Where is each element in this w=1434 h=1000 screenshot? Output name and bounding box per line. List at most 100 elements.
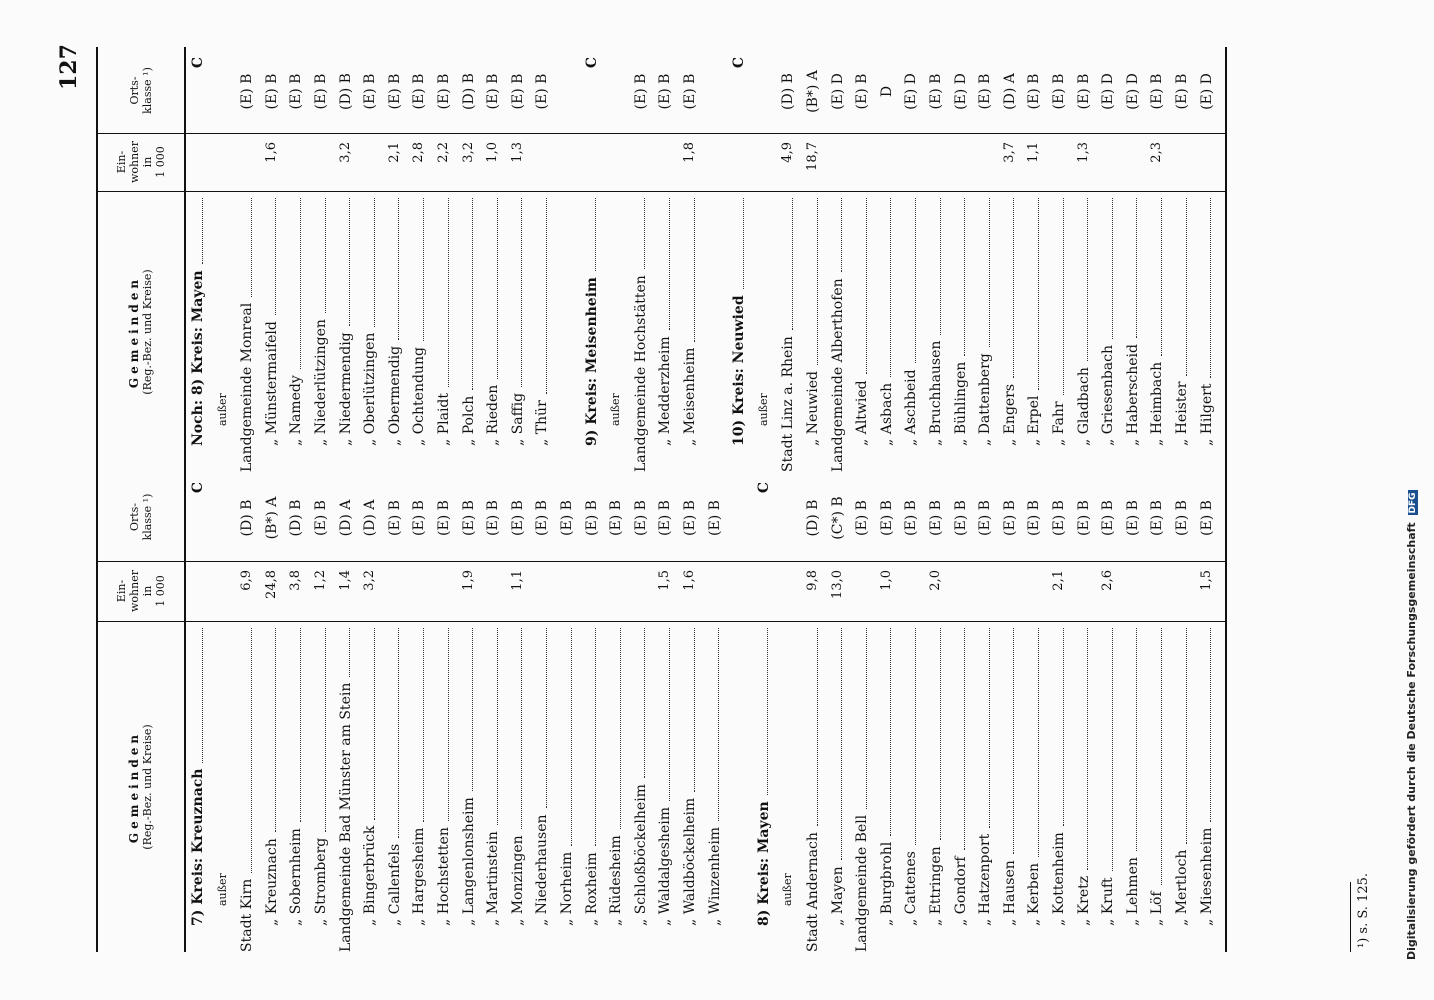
population-cell: 1,3 [1075,142,1091,163]
ortsklasse-cell: (E) B [509,73,526,110]
population-cell [1121,562,1145,622]
table-row: „ Bingerbrück 3,2 (D) A [358,472,382,952]
table-row: außer [604,47,628,472]
population-cell [949,134,973,192]
table-row: „ Callenfels (E) B [383,472,407,952]
place-name-cell: Landgemeinde Alberthofen [826,192,850,472]
place-name: „ Sobernheim [288,828,305,926]
place-name-cell: „ Kottenheim [1047,622,1071,952]
place-name-cell: „ Lehmen [1121,622,1145,952]
dot-leader [521,628,523,830]
dot-leader [939,628,941,841]
population-cell [358,134,382,192]
dot-leader [644,628,646,779]
dot-leader [1062,198,1064,396]
place-name-cell: „ Bühlingen [949,192,973,472]
population-cell: 6,9 [239,570,255,591]
population-cell: 1,3 [509,142,525,163]
ortsklasse-cell: C [731,57,748,69]
ortsklasse-cell: (E) B [1100,500,1117,536]
table-row: „ Asbach D [875,47,899,472]
ortsklasse-cell: (E) B [903,500,920,536]
dot-leader [570,628,572,846]
place-name-cell: „ Langenlonsheim [457,622,481,952]
table-row: „ Oberlützingen (E) B [358,47,382,472]
dot-leader [1037,628,1039,857]
ortsklasse-cell: (E) B [1149,500,1166,536]
place-name-cell: „ Hochstetten [432,622,456,952]
place-name-cell [727,622,751,952]
population-cell [530,562,554,622]
ortsklasse-cell [555,49,579,134]
ortsklasse-cell: (D) A [1001,73,1018,110]
place-name-cell: „ Gladbach [1072,192,1096,472]
place-name: „ Niederlützingen [313,319,329,446]
table-row: „ Löf (E) B [1145,472,1169,952]
table-row: Landgemeinde Monreal (E) B [235,47,259,472]
ortsklasse-cell: (E) B [682,73,698,110]
ortsklasse-cell: (E) B [485,73,502,110]
dot-leader [1136,628,1138,852]
dot-leader [545,198,547,395]
ortsklasse-cell: (E) B [534,73,551,110]
place-name: „ Kerben [1026,862,1043,926]
population-cell [875,134,899,192]
dot-leader [1037,198,1039,390]
ortsklasse-cell [776,474,800,562]
population-cell: 2,6 [1100,570,1116,591]
population-cell: 1,0 [878,570,894,591]
ortsklasse-cell [752,49,776,134]
table-row: 7) Kreis: Kreuznach C [186,472,210,952]
ortsklasse-cell: (D) B [239,499,256,537]
population-cell: 1,5 [657,570,673,591]
place-name: „ Mertloch [1174,849,1190,926]
place-name: „ Erpel [1026,395,1043,446]
place-name-cell: „ Roxheim [580,622,604,952]
dot-leader [422,628,424,822]
table-row: „ Plaidt 2,2 (E) B [432,47,456,472]
place-name-cell: „ Münstermaifeld [260,192,284,472]
population-cell [703,134,727,192]
population-cell [850,134,874,192]
ortsklasse-cell: (E) B [632,73,649,110]
dot-leader [398,198,400,340]
population-cell [604,134,628,192]
place-name-cell: außer [211,192,235,472]
header-gemeinden-title: Gemeinden [127,275,141,389]
dot-leader [964,198,966,356]
ortsklasse-cell: (E) D [1198,73,1215,110]
digitization-note: Digitalisierung gefördert durch die Deut… [1405,522,1418,960]
population-cell [1145,562,1169,622]
dot-leader [1013,628,1015,855]
population-cell: 2,3 [1149,142,1165,163]
dot-leader [644,198,646,270]
table-row: 9) Kreis: Meisenheim C [580,47,604,472]
ortsklasse-cell: (E) B [977,73,994,110]
place-name: „ Medderzheim [657,336,674,446]
place-name: 9) Kreis: Meisenheim [583,277,600,446]
table-row: „ Niederhausen (E) B [530,472,554,952]
place-name: „ Thür [534,400,551,446]
dot-leader [1087,628,1089,870]
ortsklasse-cell [211,49,235,134]
table-row: Stadt Kirn 6,9 (D) B [235,472,259,952]
place-name: „ Callenfels [386,843,403,926]
table-row: „ Burgbrohl 1,0 (E) B [875,472,899,952]
dot-leader [1210,628,1212,822]
place-name: Landgemeinde Hochstätten [632,275,649,472]
ortsklasse-cell: (D) B [337,73,354,110]
header-ortsklasse: Orts- klasse ¹) [98,473,184,562]
population-cell [973,562,997,622]
place-name-cell: „ Meisenheim [678,192,702,472]
place-name-cell: „ Griesenbach [1096,192,1120,472]
population-cell [1170,134,1194,192]
place-name: „ Martinstein [485,831,502,926]
table-row: „ Mertloch (E) B [1170,472,1194,952]
dot-leader [841,198,843,273]
ortsklasse-cell: (E) B [460,500,477,536]
place-name-cell [703,192,727,472]
dot-leader [373,198,375,327]
place-name: 10) Kreis: Neuwied [731,295,748,446]
place-name-cell: „ Fahr [1047,192,1071,472]
ortsklasse-cell: (E) B [1075,73,1092,110]
